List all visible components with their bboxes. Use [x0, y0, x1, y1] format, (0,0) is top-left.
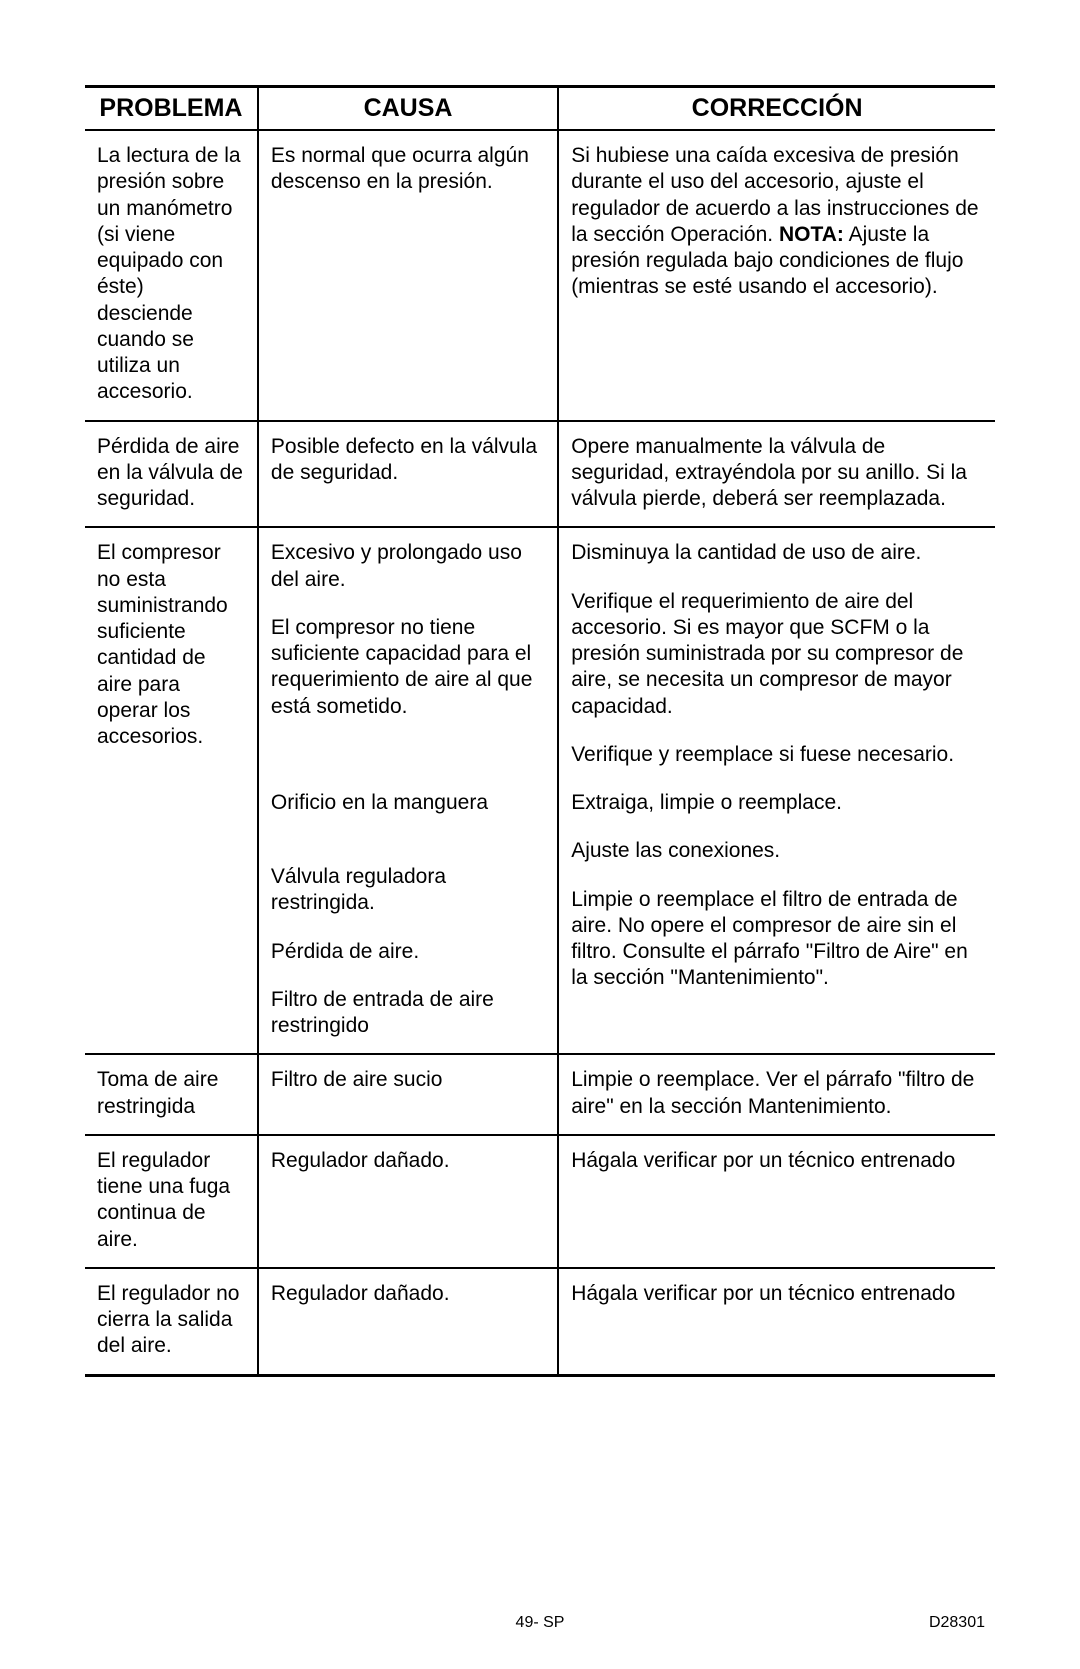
page-content: PROBLEMA CAUSA CORRECCIÓN La lectura de …: [0, 0, 1080, 1377]
document-id: D28301: [929, 1614, 985, 1632]
text: Ajuste las conexiones.: [571, 838, 983, 864]
header-correccion: CORRECCIÓN: [558, 87, 995, 131]
table-row: El regulador tiene una fuga continua de …: [85, 1135, 995, 1268]
text: El compresor no tiene suficiente capacid…: [271, 615, 545, 720]
cell-problema: El compresor no esta suministrando sufic…: [85, 527, 258, 1054]
table-row: La lectura de la presión sobre un manóme…: [85, 130, 995, 421]
cell-correccion: Disminuya la cantidad de uso de aire. Ve…: [558, 527, 995, 1054]
text: Verifique el requerimiento de aire del a…: [571, 589, 983, 720]
text: Verifique y reemplace si fuese necesario…: [571, 742, 983, 768]
troubleshooting-table: PROBLEMA CAUSA CORRECCIÓN La lectura de …: [85, 85, 995, 1377]
table-row: Toma de aire restringida Filtro de aire …: [85, 1054, 995, 1135]
cell-correccion: Limpie o reemplace. Ver el párrafo "filt…: [558, 1054, 995, 1135]
text: Orificio en la manguera: [271, 790, 545, 816]
cell-problema: La lectura de la presión sobre un manóme…: [85, 130, 258, 421]
header-problema: PROBLEMA: [85, 87, 258, 131]
table-row: El regulador no cierra la salida del air…: [85, 1268, 995, 1375]
page-number: 49- SP: [516, 1614, 565, 1632]
cell-correccion: Hágala verificar por un técnico entrenad…: [558, 1135, 995, 1268]
text: Válvula reguladora restringida.: [271, 864, 545, 917]
text: Limpie o reemplace el filtro de entrada …: [571, 887, 983, 992]
cell-causa: Es normal que ocurra algún descenso en l…: [258, 130, 558, 421]
cell-problema: Toma de aire restringida: [85, 1054, 258, 1135]
text: Excesivo y prolongado uso del aire.: [271, 540, 545, 593]
cell-problema: El regulador no cierra la salida del air…: [85, 1268, 258, 1375]
cell-correccion: Si hubiese una caída excesiva de presión…: [558, 130, 995, 421]
cell-causa: Posible defecto en la válvula de segurid…: [258, 421, 558, 528]
cell-problema: El regulador tiene una fuga continua de …: [85, 1135, 258, 1268]
cell-causa: Regulador dañado.: [258, 1268, 558, 1375]
header-causa: CAUSA: [258, 87, 558, 131]
text: Filtro de entrada de aire restringido: [271, 987, 545, 1040]
text: Pérdida de aire.: [271, 939, 545, 965]
cell-correccion: Hágala verificar por un técnico entrenad…: [558, 1268, 995, 1375]
table-row: Pérdida de aire en la válvula de segurid…: [85, 421, 995, 528]
table-header-row: PROBLEMA CAUSA CORRECCIÓN: [85, 87, 995, 131]
table-row: El compresor no esta suministrando sufic…: [85, 527, 995, 1054]
cell-problema: Pérdida de aire en la válvula de segurid…: [85, 421, 258, 528]
cell-causa: Regulador dañado.: [258, 1135, 558, 1268]
nota-label: NOTA:: [779, 223, 844, 246]
cell-correccion: Opere manualmente la válvula de segurida…: [558, 421, 995, 528]
cell-causa: Excesivo y prolongado uso del aire. El c…: [258, 527, 558, 1054]
cell-causa: Filtro de aire sucio: [258, 1054, 558, 1135]
text: Extraiga, limpie o reemplace.: [571, 790, 983, 816]
text: Disminuya la cantidad de uso de aire.: [571, 540, 983, 566]
